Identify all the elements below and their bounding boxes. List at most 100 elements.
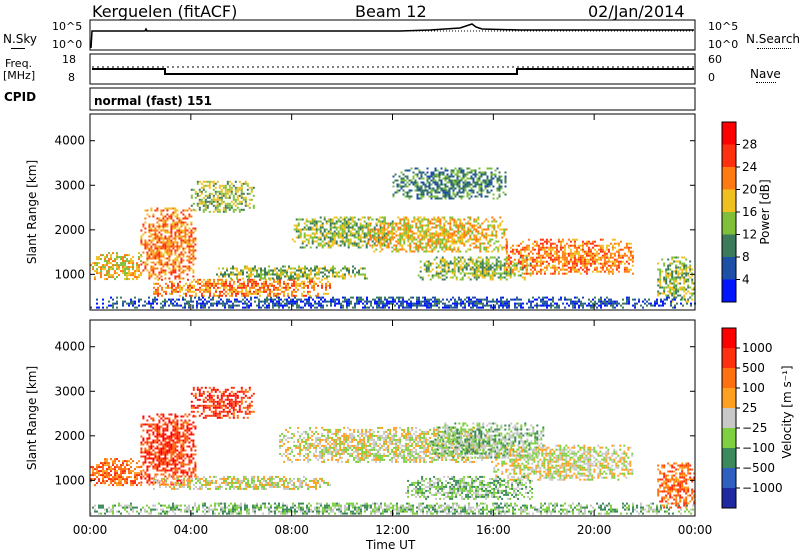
power-cell — [687, 274, 690, 277]
power-cell — [284, 265, 286, 268]
power-cell — [238, 273, 240, 276]
power-cell — [228, 300, 230, 303]
power-cell — [174, 275, 177, 278]
power-cell — [289, 286, 291, 289]
power-cell — [440, 183, 443, 186]
power-cell — [420, 191, 423, 194]
power-cell — [277, 292, 279, 295]
power-cell — [427, 230, 430, 233]
power-cell — [397, 238, 400, 241]
power-cell — [164, 243, 167, 246]
power-cell — [390, 296, 392, 299]
power-cell — [429, 238, 432, 241]
power-cell — [242, 306, 244, 309]
power-cell — [379, 232, 382, 235]
power-cell — [349, 232, 352, 235]
power-cell — [280, 275, 282, 278]
power-cell — [461, 222, 464, 225]
power-cell — [411, 236, 414, 239]
power-cell — [407, 232, 410, 235]
power-cell — [387, 234, 390, 237]
power-cell — [154, 300, 156, 303]
power-cell — [180, 239, 183, 242]
power-cell — [422, 195, 425, 198]
power-cell — [280, 304, 282, 307]
power-cell — [445, 232, 448, 235]
power-cell — [417, 274, 420, 277]
power-cell — [160, 261, 163, 264]
power-cell — [236, 277, 238, 280]
power-cell — [573, 260, 576, 263]
power-cell — [456, 171, 459, 174]
power-cell — [305, 224, 308, 227]
power-cell — [359, 224, 362, 227]
power-cell — [435, 256, 438, 259]
power-cell — [627, 256, 630, 259]
power-cell — [352, 306, 354, 309]
power-cell — [444, 189, 447, 192]
power-cell — [474, 185, 477, 188]
power-cell — [669, 288, 672, 291]
power-cell — [297, 228, 300, 231]
power-cell — [487, 250, 490, 253]
power-cell — [609, 252, 612, 255]
power-cell — [190, 245, 193, 248]
power-cell — [673, 270, 676, 273]
power-cell — [464, 179, 467, 182]
power-cell — [395, 244, 398, 247]
power-cell — [172, 304, 174, 307]
power-cell — [268, 273, 270, 276]
power-cell — [262, 277, 264, 280]
power-cell — [455, 224, 458, 227]
power-cell — [311, 220, 314, 223]
power-cell — [543, 260, 546, 263]
power-cell — [433, 232, 436, 235]
power-cell — [378, 302, 380, 305]
power-cell — [468, 304, 470, 307]
power-cell — [230, 188, 233, 191]
power-cell — [309, 222, 312, 225]
power-cell — [150, 304, 152, 307]
power-cell — [265, 284, 267, 287]
power-cell — [402, 296, 404, 299]
power-cell — [209, 286, 211, 289]
power-cell — [373, 228, 376, 231]
power-cell — [497, 264, 500, 267]
power-cell — [490, 171, 493, 174]
power-cell — [161, 288, 163, 291]
power-cell — [443, 246, 446, 249]
power-cell — [261, 290, 263, 293]
power-cell — [591, 252, 594, 255]
power-cell — [297, 234, 300, 237]
power-cell — [457, 256, 460, 259]
power-cell — [186, 217, 189, 220]
power-cell — [150, 261, 153, 264]
power-cell — [247, 290, 249, 293]
power-cell — [118, 268, 120, 271]
power-cell — [599, 258, 602, 261]
power-cell — [164, 257, 167, 260]
power-cell — [416, 189, 419, 192]
power-cell — [358, 273, 360, 276]
power-cell — [683, 268, 686, 271]
power-cell — [420, 193, 423, 196]
power-cell — [164, 219, 167, 222]
power-cell — [193, 284, 195, 287]
power-cell — [177, 282, 179, 285]
power-cell — [687, 290, 690, 293]
power-cell — [208, 196, 211, 199]
power-cell — [376, 300, 378, 303]
power-cell — [245, 290, 247, 293]
power-cell — [367, 218, 370, 221]
power-cell — [501, 246, 504, 249]
power-cell — [192, 271, 195, 274]
power-cell — [292, 304, 294, 307]
power-cell — [387, 242, 390, 245]
power-cell — [493, 248, 496, 251]
power-cell — [247, 278, 249, 281]
power-cell — [214, 208, 217, 211]
power-cell — [334, 300, 336, 303]
power-cell — [311, 222, 314, 225]
power-cell — [459, 266, 462, 269]
power-cell — [557, 266, 560, 269]
